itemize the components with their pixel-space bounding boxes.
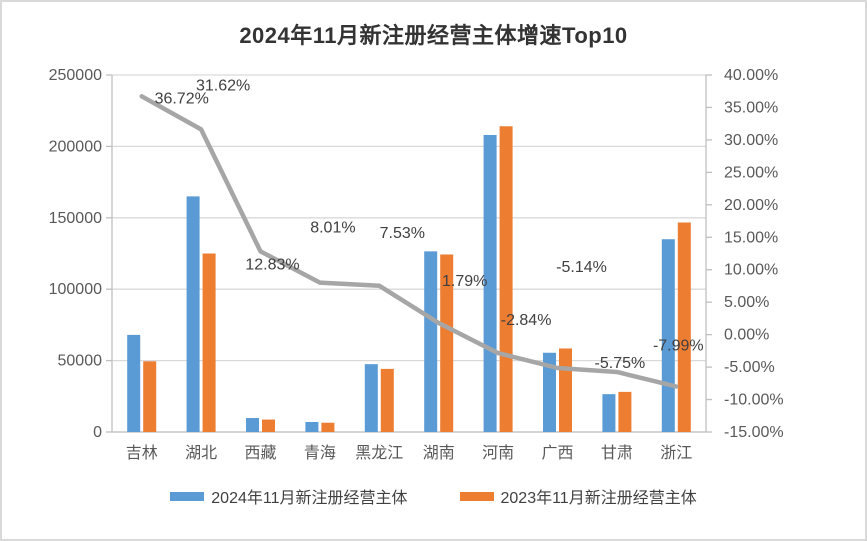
bar-2024 [127,334,141,432]
left-axis-tick-label: 50000 [58,353,103,370]
right-axis-tick-label: 5.00% [724,294,769,311]
left-axis-tick-label: 100000 [49,281,102,298]
line-data-label: 31.62% [196,77,250,94]
right-axis-tick-label: 10.00% [724,262,778,279]
chart-title: 2024年11月新注册经营主体增速Top10 [239,23,628,48]
left-axis-tick-label: 200000 [49,138,102,155]
bar-2023 [380,368,394,432]
bar-2023 [677,222,691,432]
growth-line [139,94,679,389]
legend-label-2023: 2023年11月新注册经营主体 [500,490,697,507]
bar-2024 [602,394,616,432]
right-axis-tick-label: 25.00% [724,164,778,181]
bar-2024 [364,364,378,432]
category-label: 青海 [304,444,336,462]
right-axis-tick-label: -15.00% [724,424,784,441]
legend-swatch-2023-icon [459,491,494,501]
bar-2024 [186,196,200,432]
bar-2023 [440,254,454,432]
line-data-label: 12.83% [245,256,299,273]
line-data-label: -7.99% [653,337,704,354]
right-axis-tick-label: 0.00% [724,327,769,344]
left-axis-tick-label: 0 [93,424,102,441]
bar-2023 [262,419,275,432]
line-data-label: -2.84% [501,312,552,329]
category-label: 甘肃 [601,444,633,462]
right-axis-tick-label: 35.00% [724,99,778,116]
line-data-label: 7.53% [380,225,425,242]
bar-2024 [543,352,556,432]
bar-2023 [559,348,572,432]
right-axis-tick-label: 30.00% [724,132,778,149]
bar-2023 [618,391,632,432]
bar-2023 [202,253,216,432]
left-axis-tick-label: 150000 [49,210,102,227]
category-label: 西藏 [244,444,276,462]
category-label: 广西 [541,444,573,462]
line-data-label: 36.72% [155,90,209,107]
left-axis-tick-label: 250000 [49,67,102,84]
bar-2023 [143,361,157,432]
category-label: 湖北 [185,444,217,462]
bar-2023 [321,422,335,432]
right-axis-tick-label: 15.00% [724,229,778,246]
bar-2023 [499,126,513,432]
right-axis-tick-label: 20.00% [724,197,778,214]
right-axis-tick-label: -10.00% [724,392,784,409]
legend-label-2024: 2024年11月新注册经营主体 [211,490,408,507]
bar-2024 [483,134,497,432]
bar-2024 [424,251,438,432]
category-label: 黑龙江 [355,444,403,462]
line-data-label: -5.14% [556,259,607,276]
legend-item-2023: 2023年11月新注册经营主体 [459,484,697,508]
bar-2024 [305,422,319,432]
category-label: 湖南 [423,444,455,462]
bar-2024 [661,239,675,432]
right-axis-tick-label: 40.00% [724,67,778,84]
line-data-label: 8.01% [310,220,355,237]
bar-2024 [246,418,259,432]
legend-item-2024: 2024年11月新注册经营主体 [170,484,408,508]
category-label: 河南 [482,444,514,462]
right-axis-tick-label: -5.00% [724,359,775,376]
line-data-label: 1.79% [442,273,487,290]
chart-legend: 2024年11月新注册经营主体 2023年11月新注册经营主体 [2,484,865,508]
legend-swatch-2024-icon [170,491,205,501]
category-label: 浙江 [660,444,692,462]
line-data-label: -5.75% [595,355,646,372]
category-label: 吉林 [126,444,158,462]
